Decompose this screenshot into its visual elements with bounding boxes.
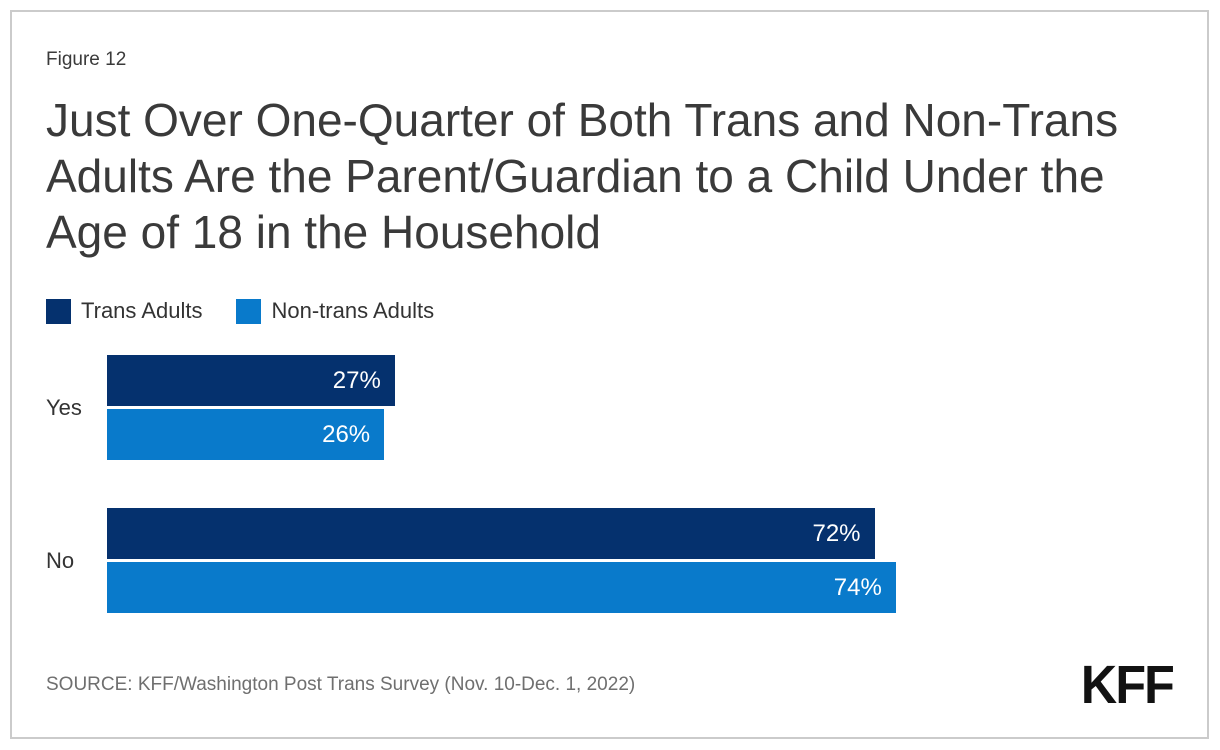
figure-label: Figure 12 — [46, 49, 127, 70]
bar-chart: Yes 27% 26% No 72% 74% — [46, 355, 1173, 613]
legend-label-non-trans-adults: Non-trans Adults — [271, 298, 435, 323]
bar-value-label: 74% — [833, 573, 882, 601]
category-row-no: No 72% 74% — [46, 508, 1173, 613]
chart-title-line: Adults Are the Parent/Guardian to a Chil… — [46, 150, 1105, 202]
legend-label-trans-adults: Trans Adults — [81, 298, 203, 323]
category-label-yes: Yes — [46, 394, 82, 420]
legend-item-non-trans-adults: Non-trans Adults — [236, 298, 434, 324]
bar-group-yes: 27% 26% — [107, 355, 1173, 460]
figure-card: Figure 12 Just Over One-Quarter of Both … — [10, 10, 1209, 739]
bar-yes-trans-adults: 27% — [107, 355, 395, 406]
legend: Trans Adults Non-trans Adults — [46, 298, 1173, 324]
source-note: SOURCE: KFF/Washington Post Trans Survey… — [46, 674, 636, 695]
chart-title: Just Over One-Quarter of Both Trans and … — [46, 92, 1173, 260]
legend-swatch-trans-adults-icon — [46, 298, 71, 324]
chart-title-line: Age of 18 in the Household — [46, 206, 601, 258]
legend-item-trans-adults: Trans Adults — [46, 298, 202, 324]
bar-no-trans-adults: 72% — [107, 508, 875, 559]
bar-value-label: 72% — [812, 519, 861, 547]
kff-logo[interactable]: KFF — [1080, 655, 1175, 715]
category-label-no: No — [46, 547, 75, 573]
bar-value-label: 26% — [322, 420, 371, 448]
category-row-yes: Yes 27% 26% — [46, 355, 1173, 460]
figure-footer: SOURCE: KFF/Washington Post Trans Survey… — [46, 655, 1175, 715]
bar-group-no: 72% 74% — [107, 508, 1173, 613]
chart-title-line: Just Over One-Quarter of Both Trans and … — [46, 94, 1119, 146]
legend-swatch-non-trans-adults-icon — [236, 298, 262, 324]
bar-value-label: 27% — [332, 366, 381, 394]
bar-yes-non-trans-adults: 26% — [107, 409, 385, 460]
bar-no-non-trans-adults: 74% — [107, 562, 896, 613]
